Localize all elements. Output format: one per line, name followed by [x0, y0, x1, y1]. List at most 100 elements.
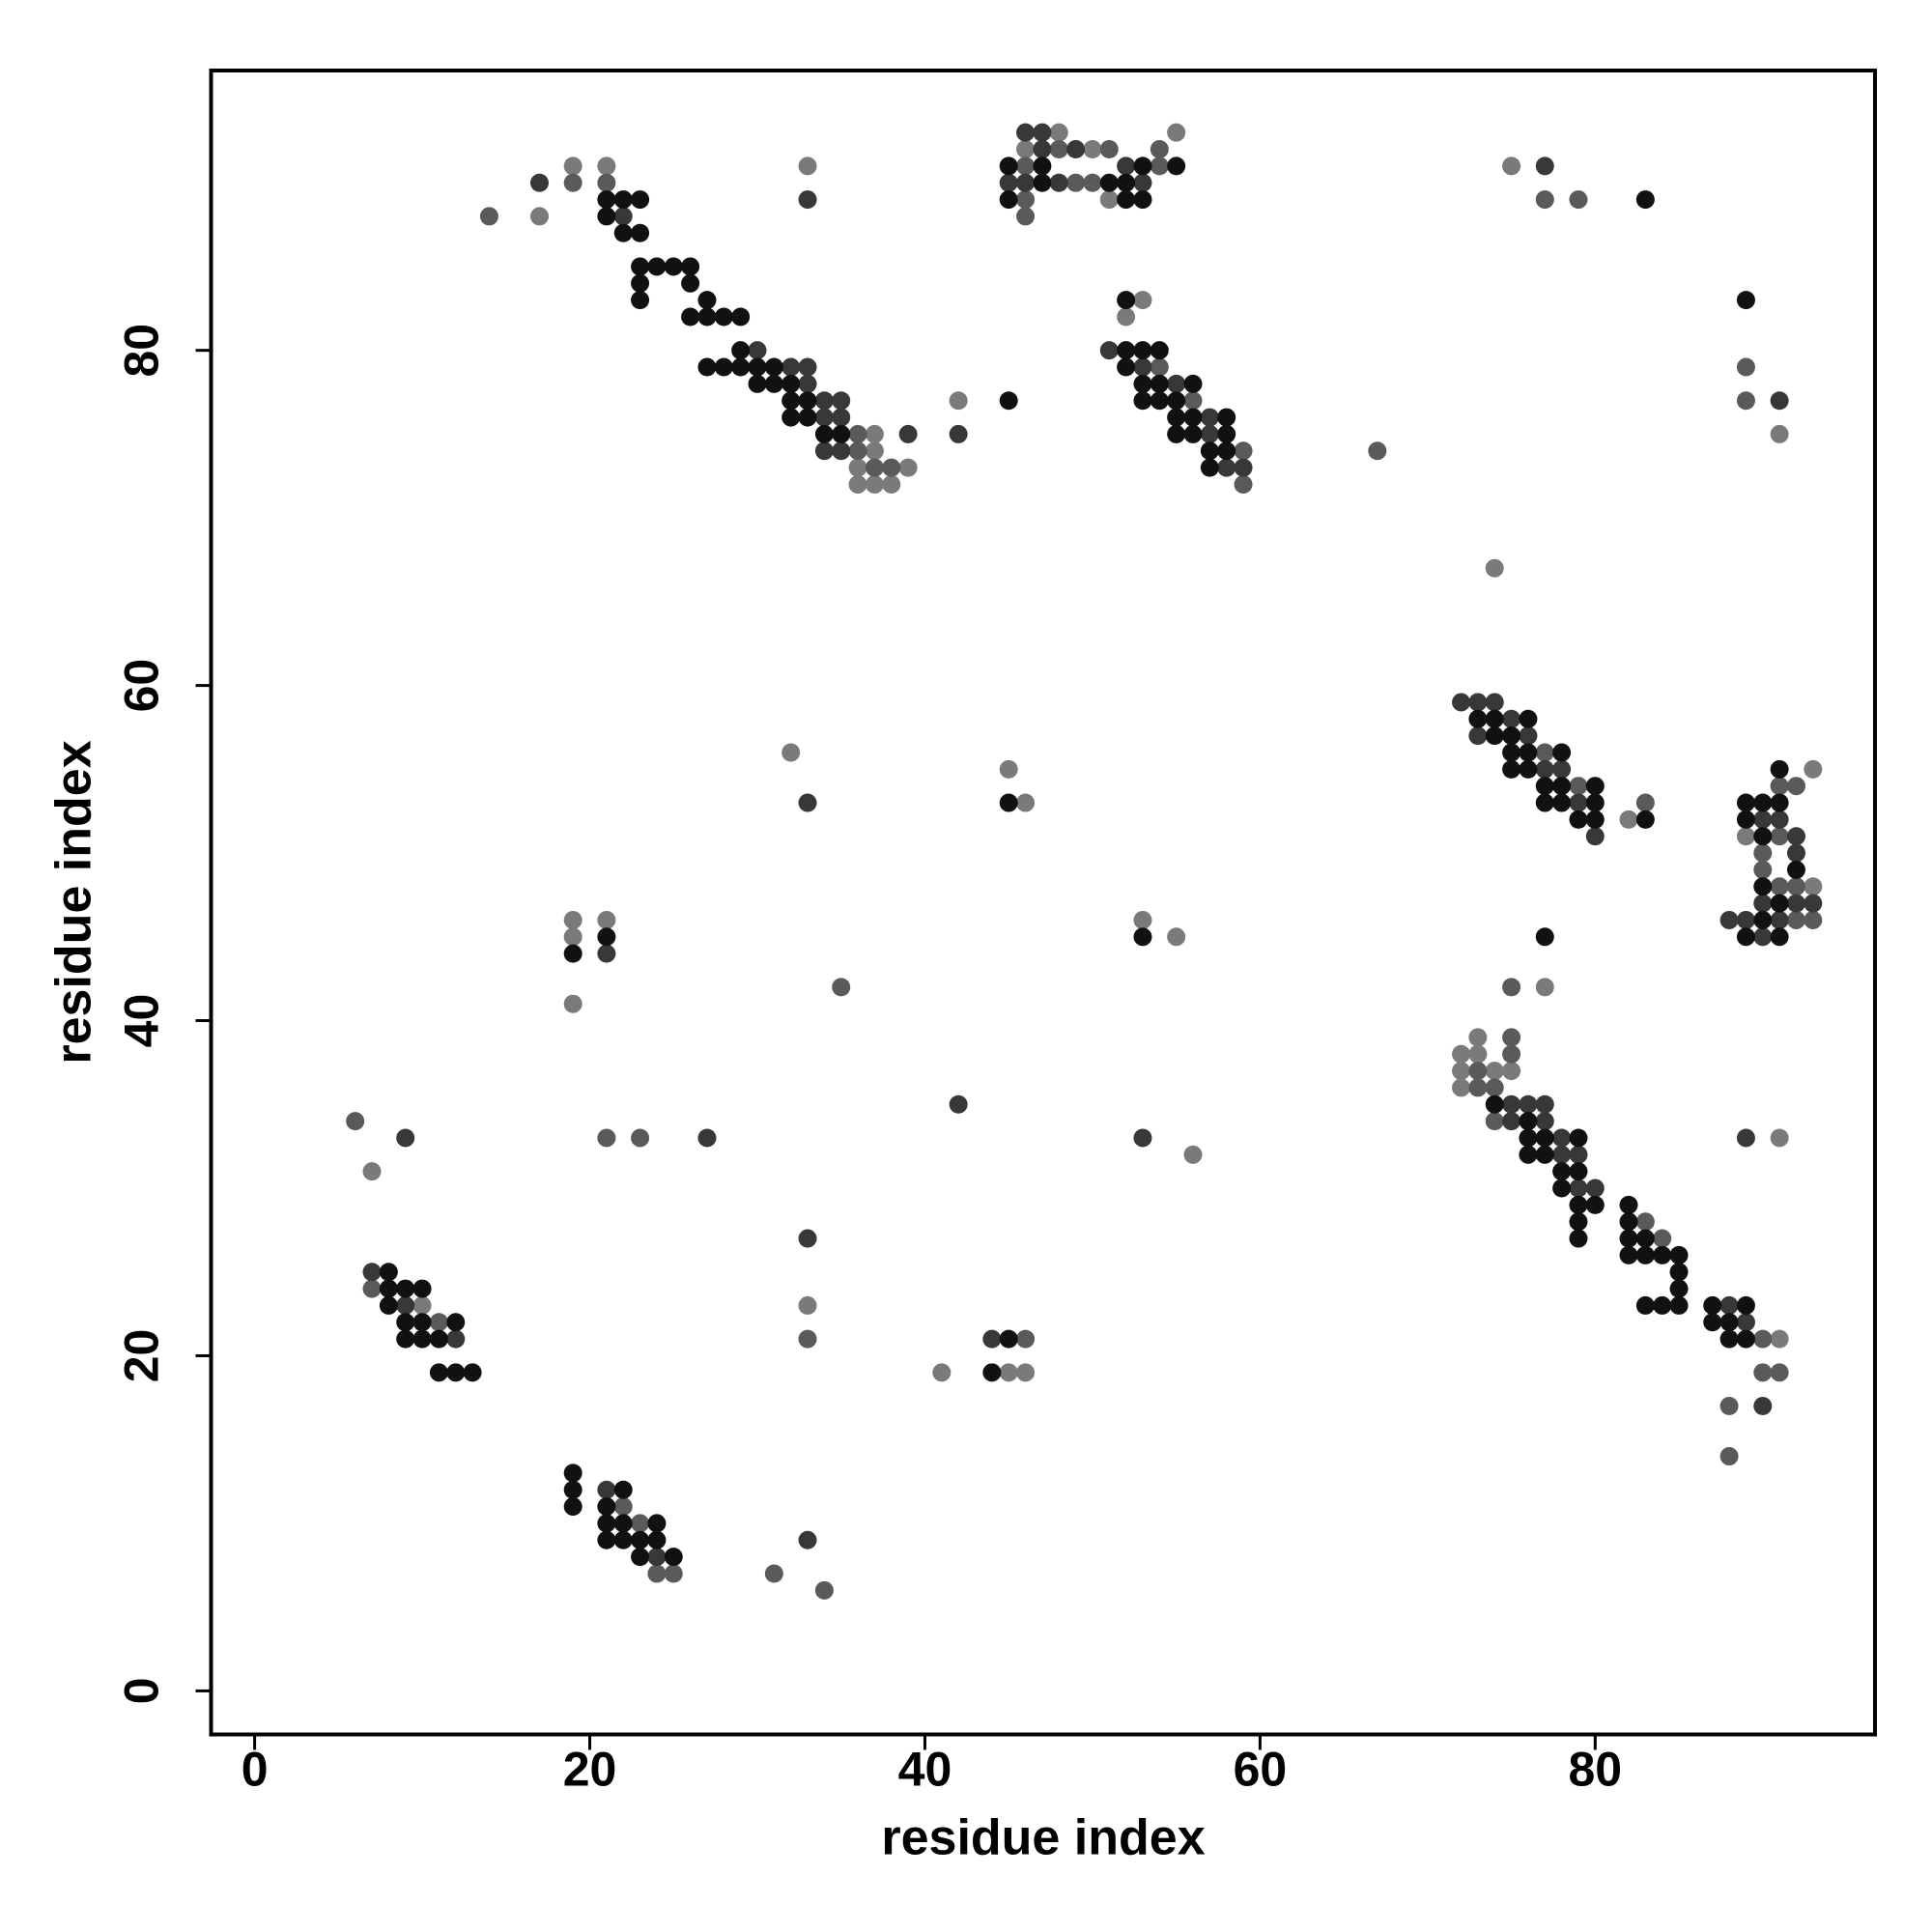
point — [1669, 1263, 1689, 1282]
point — [1770, 1128, 1789, 1148]
point — [798, 156, 817, 176]
point — [1535, 156, 1554, 176]
point — [848, 441, 867, 461]
point — [697, 357, 717, 377]
point — [1804, 759, 1823, 779]
point — [1619, 1195, 1638, 1214]
point — [1167, 156, 1186, 176]
point — [1083, 140, 1102, 159]
point — [697, 291, 717, 310]
point — [1786, 827, 1805, 846]
point — [798, 190, 817, 210]
point — [613, 207, 633, 226]
point — [1133, 190, 1152, 210]
point — [1485, 1112, 1504, 1131]
point — [613, 1480, 633, 1499]
point — [1569, 190, 1588, 210]
point — [1033, 123, 1052, 142]
point — [1753, 827, 1773, 846]
point — [814, 408, 834, 427]
point — [1635, 1245, 1655, 1264]
point — [1519, 743, 1538, 762]
point — [1452, 1078, 1471, 1097]
point — [1117, 190, 1136, 210]
point — [798, 391, 817, 411]
point — [1133, 173, 1152, 192]
point — [379, 1263, 398, 1282]
point — [1753, 1329, 1773, 1349]
point — [1167, 374, 1186, 393]
point — [1150, 374, 1169, 393]
point — [1569, 1229, 1588, 1248]
point — [1183, 374, 1203, 393]
point — [814, 441, 834, 461]
point — [529, 207, 549, 226]
point — [664, 1548, 683, 1567]
point — [1519, 1112, 1538, 1131]
point — [1519, 1145, 1538, 1164]
point — [1133, 357, 1152, 377]
point — [1016, 793, 1036, 812]
point — [898, 458, 918, 477]
point — [714, 357, 733, 377]
point — [1635, 190, 1655, 210]
point — [681, 273, 700, 293]
point — [1167, 927, 1186, 947]
point — [1770, 777, 1789, 796]
point — [1719, 1295, 1739, 1315]
point — [446, 1329, 466, 1349]
point — [647, 1514, 667, 1533]
point — [1016, 156, 1036, 176]
point — [697, 1128, 717, 1148]
point — [832, 408, 851, 427]
point — [1736, 1128, 1755, 1148]
point — [1183, 408, 1203, 427]
point — [764, 374, 783, 393]
x-tick-label: 60 — [1234, 1743, 1288, 1797]
point — [949, 1094, 968, 1114]
point — [1786, 777, 1805, 796]
point — [647, 1564, 667, 1583]
point — [1099, 341, 1119, 360]
point — [764, 1564, 783, 1583]
point — [563, 173, 582, 192]
point — [1736, 810, 1755, 829]
y-tick-label: 60 — [115, 659, 169, 713]
point — [932, 1363, 952, 1382]
point — [1485, 693, 1504, 712]
point — [1585, 827, 1605, 846]
point — [396, 1279, 415, 1298]
x-tick-label: 0 — [242, 1743, 269, 1797]
point — [1535, 1094, 1554, 1114]
point — [597, 927, 616, 947]
point — [1736, 1295, 1755, 1315]
plot-frame — [209, 69, 1877, 1737]
point — [631, 273, 650, 293]
point — [1535, 927, 1554, 947]
point — [1753, 894, 1773, 913]
point — [1569, 1179, 1588, 1198]
point — [798, 1329, 817, 1349]
point — [1485, 1078, 1504, 1097]
point — [647, 1548, 667, 1567]
point — [882, 458, 901, 477]
point — [1635, 810, 1655, 829]
point — [1719, 1329, 1739, 1349]
point — [1569, 1195, 1588, 1214]
point — [1703, 1295, 1722, 1315]
point — [1485, 1062, 1504, 1081]
point — [1770, 424, 1789, 443]
point — [1585, 793, 1605, 812]
point — [781, 408, 801, 427]
point — [1552, 1128, 1572, 1148]
point — [1016, 123, 1036, 142]
point — [563, 156, 582, 176]
point — [597, 1514, 616, 1533]
point — [1167, 391, 1186, 411]
point — [664, 1564, 683, 1583]
point — [1452, 1062, 1471, 1081]
point — [412, 1279, 432, 1298]
point — [1016, 207, 1036, 226]
point — [412, 1329, 432, 1349]
point — [1619, 1212, 1638, 1232]
